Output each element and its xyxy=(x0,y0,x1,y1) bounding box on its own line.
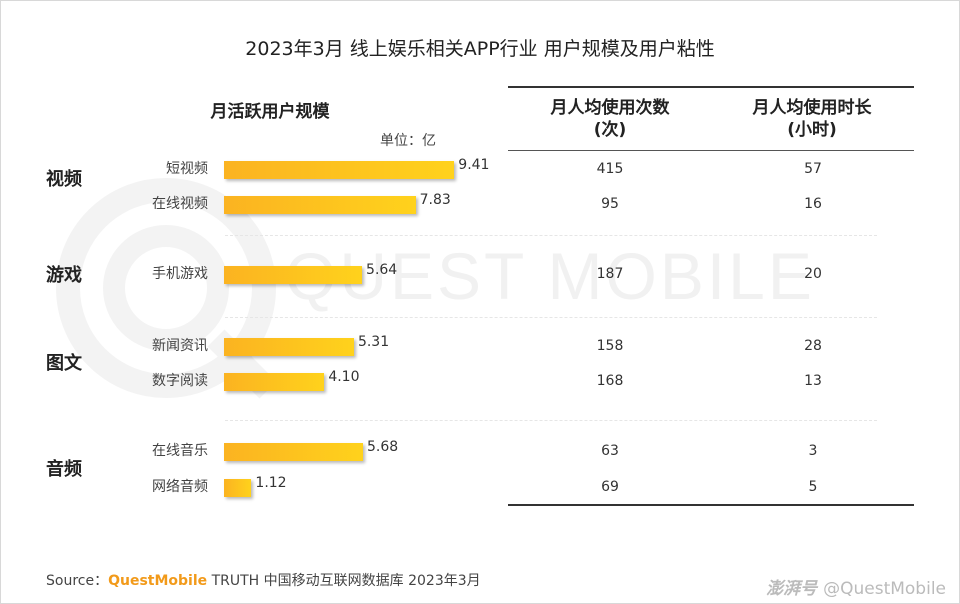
app-label: 在线视频 xyxy=(152,196,208,212)
credit: 澎湃号 @QuestMobile xyxy=(766,574,946,599)
table-cell-hours: 28 xyxy=(804,338,822,354)
bar-value-label: 5.64 xyxy=(366,262,398,278)
app-label: 短视频 xyxy=(166,161,208,177)
bar-value-label: 9.41 xyxy=(458,157,490,173)
table-top-rule xyxy=(508,86,914,88)
source-label: Source： xyxy=(46,573,109,589)
table-cell-times: 187 xyxy=(596,266,624,282)
table-cell-times: 158 xyxy=(596,338,624,354)
bar-value-label: 4.10 xyxy=(328,369,360,385)
col-header-times-line2: (次) xyxy=(593,120,627,140)
app-label: 网络音频 xyxy=(152,479,208,495)
category-label: 图文 xyxy=(46,353,82,374)
table-cell-hours: 57 xyxy=(804,161,822,177)
table-cell-hours: 16 xyxy=(804,196,822,212)
app-label: 新闻资讯 xyxy=(152,338,208,354)
watermark-text: QUEST MOBILE xyxy=(285,239,815,313)
category-label: 音频 xyxy=(46,459,82,480)
bar xyxy=(224,196,416,214)
table-cell-hours: 3 xyxy=(808,443,818,459)
bar xyxy=(224,161,455,179)
app-label: 数字阅读 xyxy=(152,373,208,389)
bar-value-label: 5.68 xyxy=(367,439,399,455)
group-divider xyxy=(225,235,877,236)
category-label: 视频 xyxy=(46,169,82,190)
source-detail: TRUTH 中国移动互联网数据库 2023年3月 xyxy=(207,573,481,589)
table-cell-hours: 5 xyxy=(808,479,818,495)
table-bottom-rule xyxy=(508,504,914,506)
col-header-hours-line1: 月人均使用时长 xyxy=(752,98,872,118)
col-header-hours: 月人均使用时长 (小时) xyxy=(732,97,892,141)
table-cell-times: 415 xyxy=(596,161,624,177)
bar xyxy=(224,373,325,391)
table-cell-times: 95 xyxy=(601,196,619,212)
group-divider xyxy=(225,317,877,318)
table-cell-times: 69 xyxy=(601,479,619,495)
bar xyxy=(224,479,252,497)
category-label: 游戏 xyxy=(46,265,82,286)
unit-label: 单位：亿 xyxy=(380,133,436,149)
table-cell-times: 63 xyxy=(601,443,619,459)
app-label: 在线音乐 xyxy=(152,443,208,459)
source-brand: QuestMobile xyxy=(108,573,208,589)
bar-chart-title: 月活跃用户规模 xyxy=(210,102,330,122)
col-header-times-line1: 月人均使用次数 xyxy=(550,98,670,118)
bar-value-label: 5.31 xyxy=(357,334,390,350)
col-header-times: 月人均使用次数 (次) xyxy=(530,97,690,141)
bar xyxy=(224,443,363,461)
bar xyxy=(224,266,363,284)
group-divider xyxy=(225,420,877,421)
app-label: 手机游戏 xyxy=(152,266,208,282)
credit-mark: 澎湃号 xyxy=(766,579,818,599)
col-header-hours-line2: (小时) xyxy=(787,120,837,140)
source-note: Source：QuestMobile TRUTH 中国移动互联网数据库 2023… xyxy=(46,570,481,590)
bar-value-label: 7.83 xyxy=(419,192,451,208)
chart-title: 2023年3月 线上娱乐相关APP行业 用户规模及用户粘性 xyxy=(245,38,715,60)
table-cell-hours: 13 xyxy=(804,373,822,389)
table-cell-hours: 20 xyxy=(804,266,822,282)
table-cell-times: 168 xyxy=(596,373,624,389)
bar-value-label: 1.12 xyxy=(255,475,287,491)
table-header-rule xyxy=(508,150,914,151)
credit-handle: @QuestMobile xyxy=(823,579,946,599)
bar xyxy=(224,338,354,356)
